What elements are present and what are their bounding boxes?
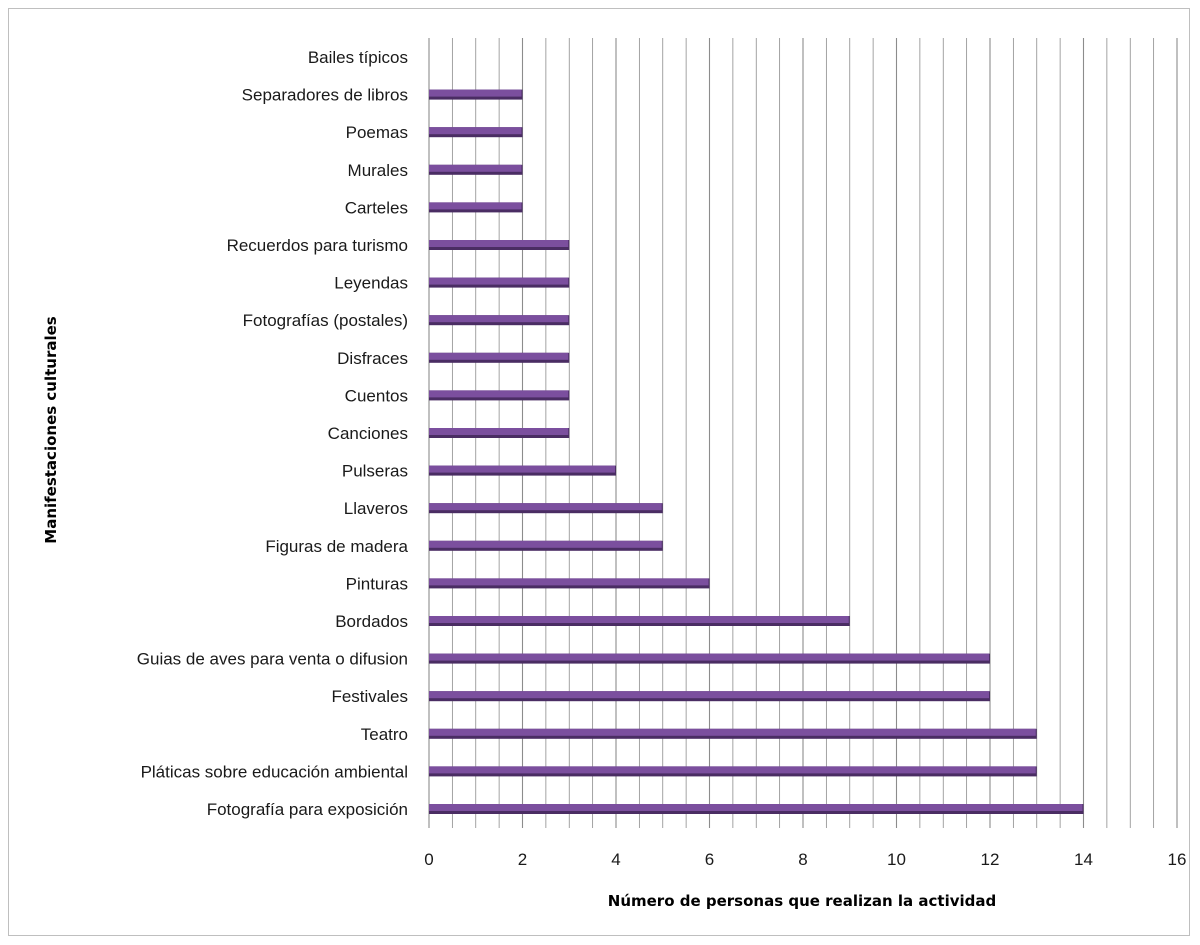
bar-teatro xyxy=(429,728,1036,736)
category-label-bailes-tipicos: Bailes típicos xyxy=(308,48,408,67)
bar-fotografias-postales xyxy=(429,315,569,323)
category-label-pinturas: Pinturas xyxy=(346,574,408,593)
category-label-llaveros: Llaveros xyxy=(344,499,408,518)
category-label-murales: Murales xyxy=(348,161,408,180)
bar-disfraces xyxy=(429,352,569,360)
category-label-poemas: Poemas xyxy=(346,123,408,142)
x-tick-label-0: 0 xyxy=(424,850,433,869)
category-label-leyendas: Leyendas xyxy=(334,274,408,293)
category-label-canciones: Canciones xyxy=(328,424,408,443)
bar-llaveros xyxy=(429,503,662,511)
category-label-pulseras: Pulseras xyxy=(342,462,408,481)
x-tick-label-4: 4 xyxy=(611,850,620,869)
bar-canciones xyxy=(429,428,569,435)
x-tick-label-10: 10 xyxy=(887,850,906,869)
category-label-platicas-sobre-educacion-ambiental: Pláticas sobre educación ambiental xyxy=(141,762,408,781)
category-label-fotografias-postales: Fotografías (postales) xyxy=(243,311,408,330)
category-labels: Bailes típicos Separadores de libros Poema… xyxy=(137,48,409,819)
bar-figuras-de-madera xyxy=(429,540,662,548)
bar-platicas-sobre-educacion-ambiental xyxy=(429,766,1036,774)
x-tick-label-14: 14 xyxy=(1074,850,1093,869)
x-axis-title: Número de personas que realizan la activ… xyxy=(608,892,996,910)
category-label-bordados: Bordados xyxy=(335,612,408,631)
bar-festivales xyxy=(429,691,989,699)
category-label-festivales: Festivales xyxy=(331,687,408,706)
bar-separadores-de-libros xyxy=(429,89,522,97)
category-label-carteles: Carteles xyxy=(345,198,408,217)
x-tick-label-6: 6 xyxy=(705,850,714,869)
bar-poemas xyxy=(429,127,522,135)
category-label-cuentos: Cuentos xyxy=(345,386,408,405)
category-label-guias-de-aves-para-venta-o-difusion: Guias de aves para venta o difusion xyxy=(137,650,408,669)
category-label-figuras-de-madera: Figuras de madera xyxy=(265,537,408,556)
bar-recuerdos-para-turismo xyxy=(429,240,569,247)
bar-murales xyxy=(429,164,522,172)
x-tick-label-12: 12 xyxy=(981,850,1000,869)
bar-fotografia-para-exposicion xyxy=(429,804,1083,811)
y-axis-title: Manifestaciones culturales xyxy=(42,316,60,544)
category-label-recuerdos-para-turismo: Recuerdos para turismo xyxy=(227,236,408,255)
bar-leyendas xyxy=(429,277,569,285)
category-label-separadores-de-libros: Separadores de libros xyxy=(242,86,408,105)
x-tick-label-16: 16 xyxy=(1168,850,1187,869)
bar-pulseras xyxy=(429,465,615,473)
x-tick-label-8: 8 xyxy=(798,850,807,869)
bar-bordados xyxy=(429,616,849,623)
bar-cuentos xyxy=(429,390,569,398)
x-tick-labels: 0 2 4 6 8 10 12 14 16 xyxy=(424,850,1186,869)
category-label-disfraces: Disfraces xyxy=(337,349,408,368)
bar-pinturas xyxy=(429,578,709,586)
bar-carteles xyxy=(429,202,522,210)
x-tick-label-2: 2 xyxy=(518,850,527,869)
bars xyxy=(429,89,1084,814)
bar-guias-de-aves-para-venta-o-difusion xyxy=(429,653,989,661)
category-label-fotografia-para-exposicion: Fotografía para exposición xyxy=(207,800,408,819)
category-label-teatro: Teatro xyxy=(361,725,408,744)
